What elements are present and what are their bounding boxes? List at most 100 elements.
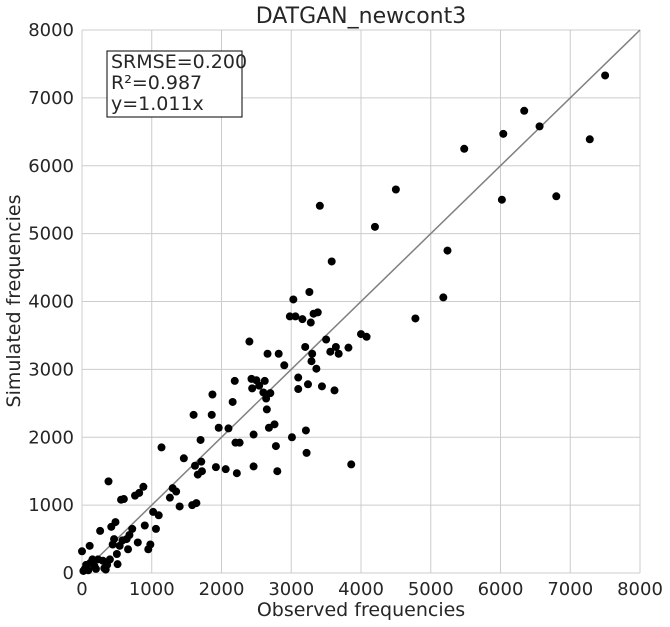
data-point <box>294 385 303 394</box>
y-tick-label: 0 <box>63 563 74 584</box>
data-point <box>285 312 294 321</box>
x-tick-label: 7000 <box>547 579 593 600</box>
data-point <box>287 433 296 442</box>
data-point <box>280 361 289 370</box>
data-point <box>111 518 120 527</box>
data-point <box>179 454 188 463</box>
data-point <box>211 463 220 472</box>
data-point <box>248 384 257 393</box>
data-point <box>230 376 239 385</box>
data-point <box>585 135 594 144</box>
stat-fit-equation: y=1.011x <box>111 93 204 115</box>
data-point <box>263 349 272 358</box>
data-point <box>260 376 269 385</box>
data-point <box>232 469 241 478</box>
data-point <box>189 410 198 419</box>
data-point <box>133 538 142 547</box>
data-point <box>270 420 279 429</box>
stats-box: SRMSE=0.200 R²=0.987 y=1.011x <box>106 50 247 118</box>
x-tick-label: 5000 <box>408 579 454 600</box>
chart-title: DATGAN_newcont3 <box>256 4 466 29</box>
data-point <box>439 293 448 302</box>
data-point <box>208 390 217 399</box>
data-point <box>84 566 93 575</box>
data-point <box>96 526 105 535</box>
data-point <box>274 349 283 358</box>
data-point <box>315 201 324 210</box>
data-point <box>301 426 310 435</box>
data-point <box>313 308 322 317</box>
x-tick-label: 0 <box>76 579 87 600</box>
data-point <box>312 364 321 373</box>
data-point <box>601 71 610 80</box>
data-point <box>497 195 506 204</box>
data-point <box>266 389 275 398</box>
data-point <box>259 388 268 397</box>
data-point <box>362 332 371 341</box>
data-point <box>499 129 508 138</box>
data-point <box>291 312 300 321</box>
data-point <box>125 530 134 539</box>
data-point <box>157 443 166 452</box>
data-point <box>154 511 163 520</box>
data-point <box>411 314 420 323</box>
data-point <box>112 549 121 558</box>
data-point <box>306 318 315 327</box>
data-point <box>289 295 298 304</box>
data-points <box>78 71 610 575</box>
data-point <box>113 560 122 569</box>
data-point <box>146 540 155 549</box>
data-point <box>322 335 331 344</box>
y-tick-label: 1000 <box>28 495 74 516</box>
data-point <box>294 373 303 382</box>
data-point <box>124 545 133 554</box>
data-point <box>391 185 400 194</box>
y-tick-label: 8000 <box>28 20 74 41</box>
data-point <box>302 448 311 457</box>
data-point <box>245 337 254 346</box>
data-point <box>334 349 343 358</box>
data-point <box>303 380 312 389</box>
x-tick-label: 1000 <box>129 579 175 600</box>
data-point <box>249 462 258 471</box>
data-point <box>165 493 174 502</box>
data-point <box>139 482 148 491</box>
data-point <box>273 467 282 476</box>
data-point <box>214 423 223 432</box>
data-point <box>221 465 230 474</box>
data-point <box>271 442 280 451</box>
y-tick-label: 4000 <box>28 292 74 313</box>
data-point <box>88 555 97 564</box>
x-tick-label: 6000 <box>478 579 524 600</box>
data-point <box>327 257 336 266</box>
x-tick-label: 3000 <box>268 579 314 600</box>
stat-srmse: SRMSE=0.200 <box>111 51 247 73</box>
data-point <box>197 467 206 476</box>
data-point <box>224 424 233 433</box>
data-point <box>255 381 264 390</box>
y-tick-label: 7000 <box>28 88 74 109</box>
data-point <box>370 222 379 231</box>
data-point <box>331 342 340 351</box>
data-point <box>249 430 258 439</box>
data-point <box>119 495 128 504</box>
data-point <box>520 106 529 115</box>
data-point <box>307 357 316 366</box>
data-point <box>262 394 271 403</box>
data-point <box>85 541 94 550</box>
data-point <box>235 438 244 447</box>
data-point <box>78 547 86 556</box>
data-point <box>443 246 452 255</box>
data-point <box>135 488 144 497</box>
data-point <box>317 382 326 391</box>
y-tick-label: 6000 <box>28 156 74 177</box>
stats-box-frame <box>106 50 243 118</box>
data-point <box>140 521 149 530</box>
data-point <box>105 555 114 564</box>
data-point <box>197 457 206 466</box>
data-point <box>110 535 119 544</box>
y-tick-label: 3000 <box>28 359 74 380</box>
data-point <box>347 460 356 469</box>
data-point <box>552 192 561 201</box>
